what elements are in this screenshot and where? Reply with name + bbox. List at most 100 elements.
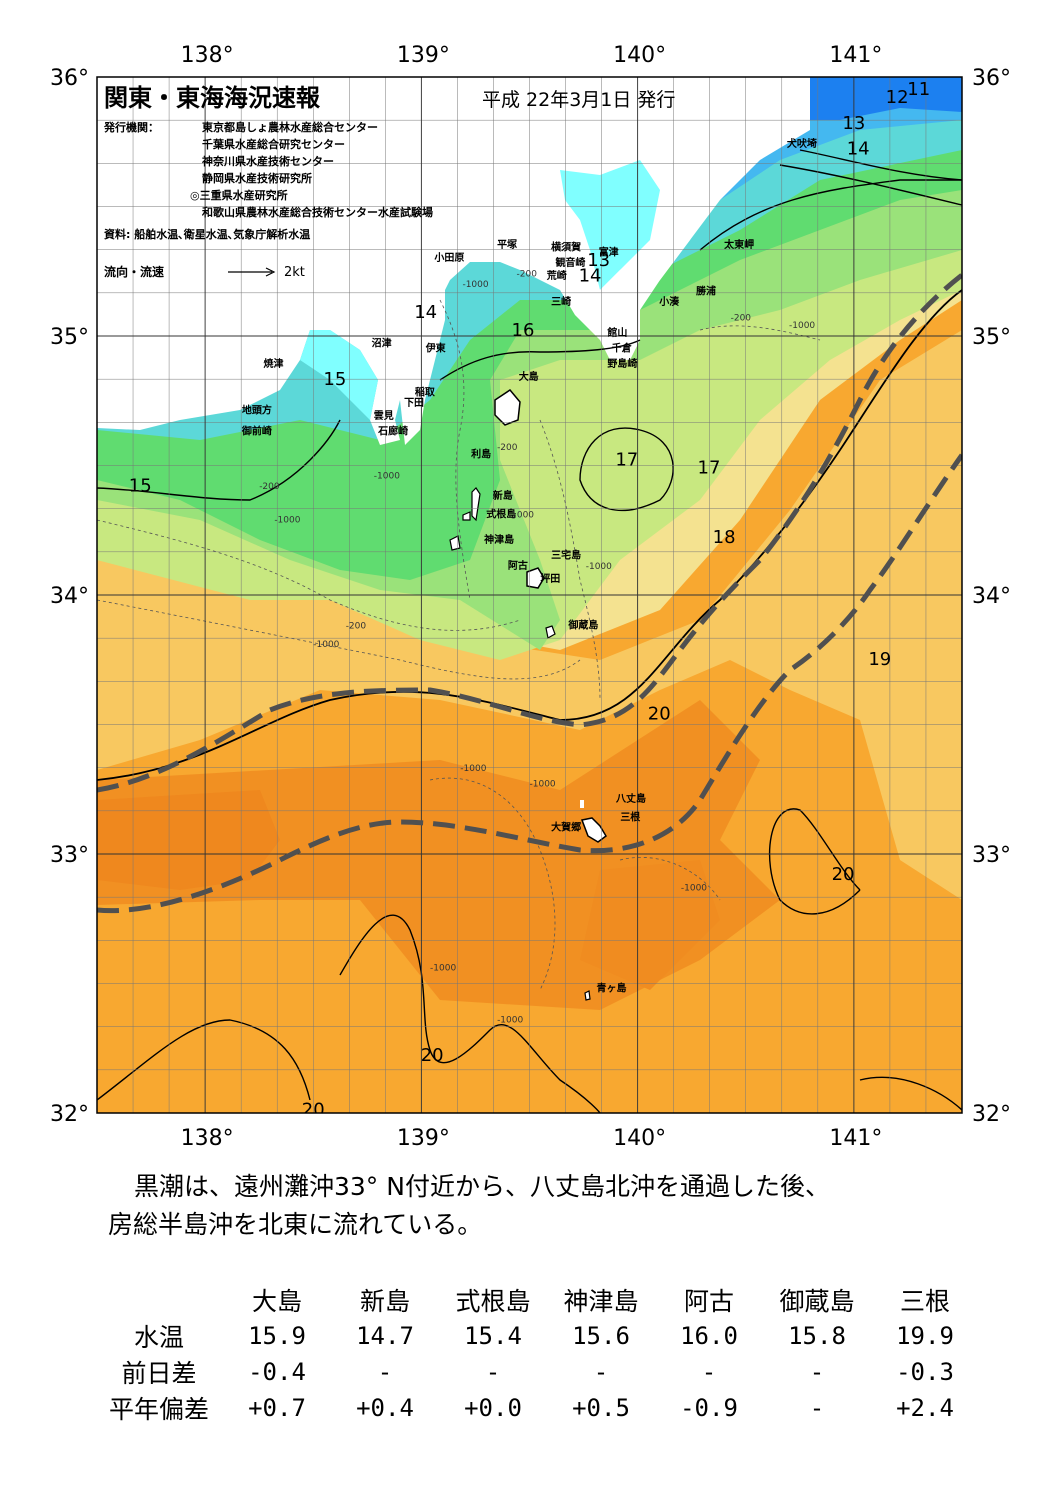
- place-label: 石廊崎: [377, 424, 408, 437]
- depth-label: -1000: [462, 280, 488, 290]
- place-label: 伊東: [425, 342, 446, 355]
- table-cell: -0.3: [896, 1358, 954, 1386]
- place-label: 雲見: [374, 410, 394, 422]
- issuer-1: 千葉県水産総合研究センター: [202, 137, 345, 151]
- place-label: 地頭方: [242, 404, 272, 417]
- isotherm-label: 20: [302, 1100, 325, 1121]
- depth-label: -1000: [789, 321, 815, 331]
- column-header: 三根: [899, 1287, 950, 1316]
- place-label: 阿古: [508, 559, 528, 572]
- place-label: 三宅島: [551, 549, 581, 562]
- flow-legend-arrow-head: [265, 267, 276, 277]
- table-cell: -: [809, 1358, 825, 1386]
- table-cell: +2.4: [896, 1394, 954, 1422]
- column-header: 新島: [359, 1287, 410, 1316]
- table-row: 平年偏差 +0.7 +0.4 +0.0 +0.5 -0.9 - +2.4: [95, 1390, 979, 1426]
- place-label: 下田: [404, 397, 424, 409]
- summary-line-1: 黒潮は、遠州灘沖33° N付近から、八丈島北沖を通過した後、: [134, 1172, 830, 1201]
- lat-label-left: 35°: [50, 325, 89, 350]
- place-label: 青ヶ島: [597, 981, 627, 994]
- column-header: 式根島: [455, 1287, 531, 1316]
- island-shikinejima: [462, 511, 471, 521]
- depth-label: -1000: [460, 764, 486, 774]
- table-cell: +0.4: [356, 1394, 414, 1422]
- table-header-row: 大島 新島 式根島 神津島 阿古 御蔵島 三根: [95, 1282, 979, 1318]
- table-cell: 15.9: [248, 1322, 306, 1350]
- depth-label: -200: [497, 443, 518, 453]
- table-cell: -0.4: [248, 1358, 306, 1386]
- sea-area-orange-patch: [580, 860, 720, 990]
- sea-area-light-orange-east: [880, 480, 962, 880]
- isotherm-label: 17: [615, 450, 638, 471]
- lon-label-bottom: 139°: [397, 1126, 450, 1151]
- tokyo-bay: [560, 160, 660, 290]
- place-label: 三根: [620, 810, 640, 823]
- lat-label-right: 32°: [972, 1102, 1011, 1127]
- table-cell: 15.4: [464, 1322, 522, 1350]
- depth-label: -1000: [586, 562, 612, 572]
- table-row: 水温 15.9 14.7 15.4 15.6 16.0 15.8 19.9: [95, 1318, 979, 1354]
- table-cell: -: [593, 1358, 609, 1386]
- map-title: 関東・東海海況速報: [104, 84, 321, 112]
- depth-label: -1000: [430, 964, 456, 974]
- isotherm-label: 14: [847, 139, 870, 160]
- island-aogashima: [584, 990, 591, 1001]
- column-header: 御蔵島: [779, 1287, 855, 1316]
- table-cell: +0.5: [572, 1394, 630, 1422]
- axis-labels: 138° 138° 139° 139° 140° 140° 141° 141° 36° 36° 35…: [50, 43, 1011, 1151]
- table-cell: 19.9: [896, 1322, 954, 1350]
- isotherm-lines: [97, 149, 962, 1113]
- lat-label-right: 36°: [972, 66, 1011, 91]
- row-header: 水温: [133, 1323, 184, 1352]
- place-label: 式根島: [486, 507, 516, 520]
- issuers-label: 発行機関：: [103, 120, 159, 134]
- land-boso: [600, 220, 700, 360]
- lat-label-left: 36°: [50, 66, 89, 91]
- place-label: 三崎: [551, 295, 571, 308]
- island-mikurajima: [545, 625, 556, 639]
- isotherm-label: 20: [648, 703, 671, 724]
- place-label: 八丈島: [615, 792, 646, 805]
- issuer-3: 静岡県水産技術研究所: [202, 171, 312, 185]
- data-source: 資料: 船舶水温､衛星水温､気象庁解析水温: [104, 227, 310, 241]
- island-kojima: [580, 800, 584, 808]
- isotherm-label: 19: [868, 649, 891, 670]
- place-label: 稲取: [415, 386, 436, 399]
- place-label: 観音崎: [555, 256, 585, 269]
- issuer-0: 東京都島しょ農林水産総合センター: [202, 120, 378, 134]
- isotherm-label: 20: [832, 864, 855, 885]
- row-header: 前日差: [121, 1359, 197, 1388]
- map-header: 関東・東海海況速報 平成 22年3月1日 発行 発行機関： 東京都島しょ農林水産…: [103, 84, 675, 280]
- isotherm-label: 15: [129, 475, 152, 496]
- issuer-5: 和歌山県農林水産総合技術センター水産試験場: [202, 205, 433, 219]
- table-cell: -0.9: [680, 1394, 738, 1422]
- place-label: 小湊: [658, 295, 680, 308]
- isotherm-label: 15: [323, 369, 346, 390]
- lon-label-bottom: 138°: [181, 1126, 234, 1151]
- depth-label: -1000: [313, 640, 339, 650]
- place-label: 荒崎: [546, 269, 567, 282]
- summary-line-2: 房総半島沖を北東に流れている。: [108, 1210, 483, 1239]
- place-label: 坪田: [540, 572, 560, 585]
- place-label: 千倉: [612, 342, 633, 355]
- depth-label: -200: [259, 482, 280, 492]
- place-label: 沼津: [372, 336, 392, 349]
- table-cell: -: [701, 1358, 717, 1386]
- isotherm-label: 17: [698, 457, 721, 478]
- island-miyakejima: [526, 567, 545, 589]
- place-label: 神津島: [484, 533, 514, 546]
- issuer-2: 神奈川県水産技術センター: [202, 154, 334, 168]
- depth-label: -200: [517, 269, 538, 279]
- isotherm-label: 20: [421, 1045, 444, 1066]
- lat-label-left: 34°: [50, 584, 89, 609]
- table-cell: 15.8: [788, 1322, 846, 1350]
- place-label: 富津: [599, 246, 619, 259]
- lat-label-left: 33°: [50, 843, 89, 868]
- sea-area-cold-blue-corner: [790, 77, 962, 120]
- isotherm-label: 11: [907, 79, 930, 100]
- lon-label-top: 138°: [181, 43, 234, 68]
- island-niijima: [471, 487, 481, 522]
- lon-label-top: 141°: [829, 43, 882, 68]
- place-label: 新島: [493, 489, 513, 502]
